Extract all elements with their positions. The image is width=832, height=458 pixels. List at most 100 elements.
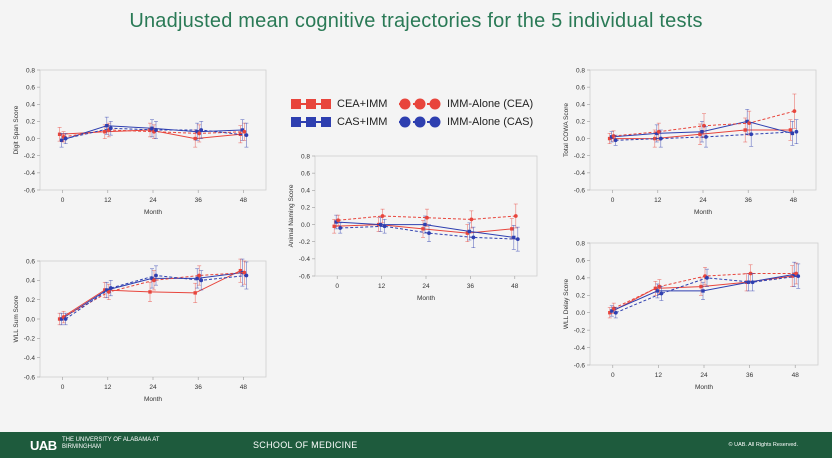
data-point [658,136,663,141]
data-point [659,291,664,296]
y-tick-label: 0.4 [301,188,310,195]
data-point [656,129,661,134]
y-tick-label: 0.2 [576,119,585,126]
data-point [701,289,705,293]
data-point [745,119,749,124]
data-point [750,280,755,285]
data-point [148,290,152,294]
data-point [242,270,247,275]
y-tick-label: -0.2 [574,327,586,334]
legend-label: CAS+IMM [337,116,388,128]
y-tick-label: -0.4 [24,170,36,177]
y-tick-label: 0.4 [26,278,35,285]
data-point [515,237,520,242]
y-tick-label: -0.4 [24,355,36,362]
data-point [193,291,197,295]
x-axis-label: Month [417,295,435,302]
x-tick-label: 48 [790,197,798,204]
data-point [106,290,111,294]
data-point [197,273,202,278]
data-point [613,138,618,143]
x-tick-label: 12 [655,372,663,379]
y-tick-label: 0.0 [576,136,585,143]
data-point [427,231,431,236]
data-point [465,231,470,235]
y-tick-label: -0.6 [24,187,36,194]
y-tick-label: 0.6 [576,258,585,265]
data-point [796,274,801,279]
plot-frame [39,69,267,191]
y-tick-label: 0.6 [301,170,310,177]
data-point [471,235,476,240]
legend-item-imm-alone-cas: IMM-Alone (CAS) [399,116,533,128]
y-tick-label: -0.4 [299,256,311,263]
x-tick-label: 12 [104,384,112,391]
data-point [699,284,703,289]
data-point [609,135,614,139]
data-point [425,215,429,220]
series-cas-imm [609,109,795,146]
data-point [704,134,708,139]
data-point [790,131,795,136]
data-point [749,132,754,137]
data-point [611,134,616,138]
data-point [510,227,514,231]
y-tick-label: -0.4 [574,170,586,177]
chart-wll-sum: -0.6 -0.4 -0.2 0.0 0.2 0.4 0.6 0 12 24 36 48 Month WL… [13,258,267,403]
data-point [613,310,618,315]
data-point [193,136,197,141]
y-tick-label: -0.6 [24,374,36,381]
y-tick-label: 0.8 [576,240,585,247]
data-point [150,126,154,130]
y-tick-label: 0.6 [26,258,35,265]
copyright: © UAB. All Rights Reserved. [728,442,798,448]
y-tick-label: 0.4 [26,102,35,109]
data-point [63,317,68,321]
x-tick-label: 12 [654,197,662,204]
data-point [150,276,154,281]
data-point [244,273,249,278]
x-tick-label: 36 [746,372,754,379]
data-point [244,133,249,138]
legend-swatch-imm-alone-cea [399,98,441,110]
data-point [380,214,385,218]
data-point [334,220,338,224]
series-imm-alone-cea [336,203,518,229]
x-axis-label: Month [695,384,713,391]
x-tick-label: 12 [378,283,386,290]
data-point [794,271,799,276]
data-point [788,128,793,132]
plot-frame [589,242,819,366]
y-tick-label: 0.0 [576,310,585,317]
data-point [103,130,107,134]
x-tick-label: 48 [792,372,800,379]
series-imm-alone-cas [63,261,249,326]
y-tick-label: -0.2 [24,336,36,343]
y-axis-label: Animal Naming Score [288,184,295,247]
uab-logo: UAB [30,438,57,453]
chart-total-cowa: -0.6 -0.4 -0.2 0.0 0.2 0.4 0.6 0.8 0 12 24 36 48 Mont… [563,67,817,216]
x-tick-label: 36 [467,283,475,290]
x-tick-label: 36 [195,384,203,391]
data-point [655,131,659,136]
legend-swatch-imm-alone-cas [399,116,441,128]
x-tick-label: 48 [511,283,519,290]
y-axis-label: Digit Span Score [13,105,20,154]
series-imm-alone-cea [61,260,247,324]
y-tick-label: 0.2 [26,297,35,304]
x-tick-label: 24 [149,197,157,204]
data-point [746,280,751,284]
data-point [702,123,706,128]
data-point [197,131,202,136]
data-point [238,268,243,273]
data-point [336,218,341,223]
y-tick-label: -0.6 [299,273,311,280]
data-point [513,214,518,218]
data-point [657,284,662,289]
y-tick-label: 0.0 [26,316,35,323]
y-axis-label: Total COWA Score [563,103,570,157]
data-point [748,271,753,276]
x-tick-label: 24 [149,384,157,391]
x-tick-label: 48 [240,384,248,391]
y-axis-label: WLL Sum Score [13,295,20,342]
